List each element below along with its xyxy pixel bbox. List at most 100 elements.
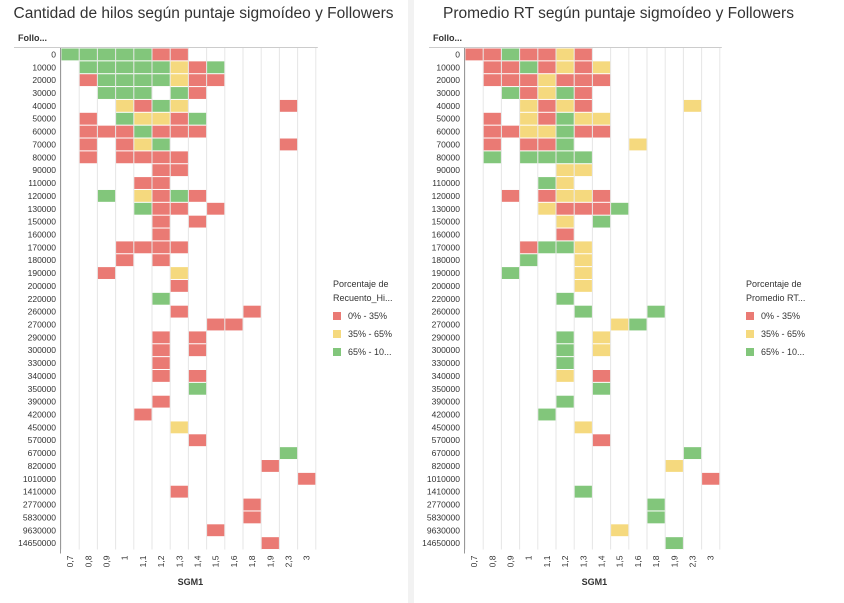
y-tick-label: 260000 <box>28 307 57 317</box>
heatmap-cell <box>134 74 152 87</box>
heatmap-cell <box>647 498 665 511</box>
y-tick-label: 350000 <box>432 384 461 394</box>
legend-label: 65% - 10... <box>348 347 392 357</box>
y-tick-label: 450000 <box>28 422 57 432</box>
heatmap-cell <box>538 125 556 138</box>
heatmap-cell <box>683 447 702 460</box>
y-tick-label: 0 <box>455 49 460 59</box>
heatmap-cell <box>261 537 279 550</box>
legend-item-low[interactable]: 0% - 35% <box>746 309 821 323</box>
x-tick-label: 1,3 <box>578 555 588 567</box>
y-tick-label: 390000 <box>432 397 461 407</box>
y-tick-label: 50000 <box>32 114 56 124</box>
legend-item-mid[interactable]: 35% - 65% <box>333 327 408 341</box>
heatmap-cell <box>556 48 574 61</box>
legend-item-high[interactable]: 65% - 10... <box>333 345 408 359</box>
heatmap-cell <box>556 292 574 305</box>
heatmap-cell <box>152 370 170 382</box>
heatmap-cell <box>207 202 225 215</box>
heatmap-cell <box>134 112 152 125</box>
y-tick-label: 2770000 <box>427 500 460 510</box>
heatmap-cell <box>629 318 647 331</box>
heatmap-cell <box>116 61 134 74</box>
legend-item-high[interactable]: 65% - 10... <box>746 345 821 359</box>
y-tick-label: 270000 <box>432 319 461 329</box>
heatmap-cell <box>79 48 97 61</box>
legend-title-line: Porcentaje de <box>333 279 389 289</box>
y-tick-label: 14650000 <box>422 538 460 548</box>
heatmap-cell <box>134 202 152 215</box>
legend-item-mid[interactable]: 35% - 65% <box>746 327 821 341</box>
heatmap-cell <box>134 151 152 164</box>
heatmap-cell <box>520 87 538 99</box>
x-axis-title: SGM1 <box>582 577 608 587</box>
heatmap-cell <box>538 408 556 421</box>
y-tick-label: 350000 <box>28 384 57 394</box>
legend-item-low[interactable]: 0% - 35% <box>333 309 408 323</box>
heatmap-cell <box>501 48 520 61</box>
x-tick-label: 1,6 <box>229 555 239 567</box>
heatmap-cell <box>97 125 116 138</box>
x-tick-label: 1,8 <box>651 555 661 567</box>
heatmap-cell <box>116 138 134 151</box>
heatmap-cell <box>116 151 134 164</box>
x-tick-label: 0,7 <box>65 555 75 567</box>
y-tick-label: 30000 <box>32 88 56 98</box>
heatmap-cell <box>188 344 207 357</box>
y-tick-label: 270000 <box>28 319 57 329</box>
heatmap-cell <box>592 189 611 202</box>
y-tick-label: 1010000 <box>427 474 460 484</box>
heatmap-cell <box>170 61 188 74</box>
heatmap-cell <box>520 254 538 267</box>
heatmap-cell <box>97 267 116 279</box>
heatmap-cell <box>520 99 538 112</box>
heatmap-cell <box>520 48 538 61</box>
heatmap-cell <box>574 189 592 202</box>
x-axis-title: SGM1 <box>178 577 204 587</box>
chart-title: Cantidad de hilos según puntaje sigmoíde… <box>13 5 394 22</box>
heatmap-cell <box>207 61 225 74</box>
heatmap-cell <box>574 87 592 99</box>
legend-swatch <box>746 330 754 338</box>
heatmap-cell <box>134 99 152 112</box>
y-tick-label: 180000 <box>28 255 57 265</box>
heatmap-cell <box>170 112 188 125</box>
x-tick-label: 1,2 <box>560 555 570 567</box>
legend-label: 35% - 65% <box>761 329 806 339</box>
heatmap-cell <box>556 138 574 151</box>
heatmap-cell <box>225 318 243 331</box>
heatmap-chart[interactable]: Follo... 0 10000 20000 30000 40000 50000 60000 7… <box>0 0 407 603</box>
legend-label: 35% - 65% <box>348 329 393 339</box>
heatmap-cell <box>188 189 207 202</box>
y-tick-label: 9630000 <box>23 525 56 535</box>
row-header: Follo... <box>433 33 462 43</box>
heatmap-cell <box>116 112 134 125</box>
y-tick-label: 260000 <box>432 307 461 317</box>
y-tick-label: 1410000 <box>23 487 56 497</box>
heatmap-cell <box>79 151 97 164</box>
y-tick-label: 120000 <box>432 191 461 201</box>
heatmap-chart[interactable]: Follo... 0 10000 20000 30000 40000 50000 60000 7… <box>415 0 844 603</box>
legend-label: 0% - 35% <box>761 311 801 321</box>
y-tick-label: 290000 <box>432 332 461 342</box>
heatmap-cell <box>592 370 611 382</box>
heatmap-cell <box>97 87 116 99</box>
heatmap-cell <box>702 472 720 485</box>
heatmap-cell <box>683 99 702 112</box>
y-tick-label: 70000 <box>32 139 56 149</box>
y-tick-label: 390000 <box>28 397 57 407</box>
x-tick-label: 2,3 <box>284 555 294 567</box>
x-tick-label: 0,8 <box>487 555 497 567</box>
heatmap-cell <box>152 189 170 202</box>
x-tick-label: 0,9 <box>102 555 112 567</box>
heatmap-cell <box>152 254 170 267</box>
y-tick-label: 60000 <box>32 127 56 137</box>
heatmap-cell <box>574 421 592 434</box>
y-tick-label: 90000 <box>436 165 460 175</box>
heatmap-cell <box>116 74 134 87</box>
heatmap-cell <box>538 74 556 87</box>
heatmap-cell <box>134 138 152 151</box>
heatmap-cell <box>152 112 170 125</box>
heatmap-cell <box>556 189 574 202</box>
heatmap-cell <box>574 99 592 112</box>
